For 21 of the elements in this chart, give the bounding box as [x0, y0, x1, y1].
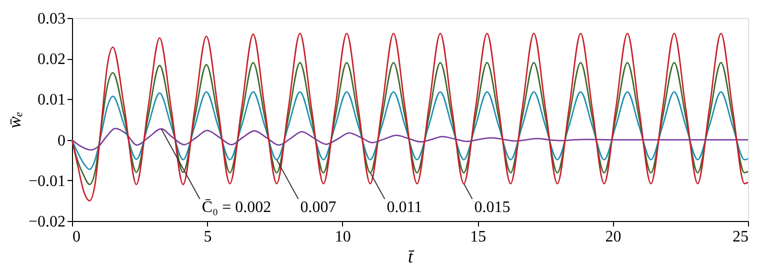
line-series — [71, 128, 749, 151]
y-tick-label: 0.01 — [38, 92, 66, 109]
annotation: C̄₀ = 0.002 — [202, 198, 272, 216]
x-tick-label: 5 — [204, 228, 212, 246]
y-tick-label: 0.02 — [38, 51, 66, 68]
x-tick-label: 10 — [334, 228, 351, 246]
y-tick-label: 0.03 — [38, 10, 66, 28]
y-tick-label: −0.01 — [28, 172, 66, 190]
x-tick-label: 0 — [72, 228, 80, 246]
x-axis-title: t̄ — [408, 246, 416, 266]
x-tick-label: 20 — [605, 228, 622, 246]
x-tick-label: 25 — [732, 228, 748, 246]
line-series — [71, 62, 749, 186]
x-tick-label: 15 — [470, 228, 486, 246]
annotation: 0.007 — [300, 199, 336, 216]
annotation: 0.011 — [386, 199, 422, 216]
y-tick-label: 0 — [58, 132, 66, 150]
y-tick-label: −0.02 — [28, 214, 66, 230]
y-axis-title: w̄ₑ — [4, 111, 24, 128]
line-series — [71, 91, 749, 170]
annotation: 0.015 — [474, 199, 510, 216]
